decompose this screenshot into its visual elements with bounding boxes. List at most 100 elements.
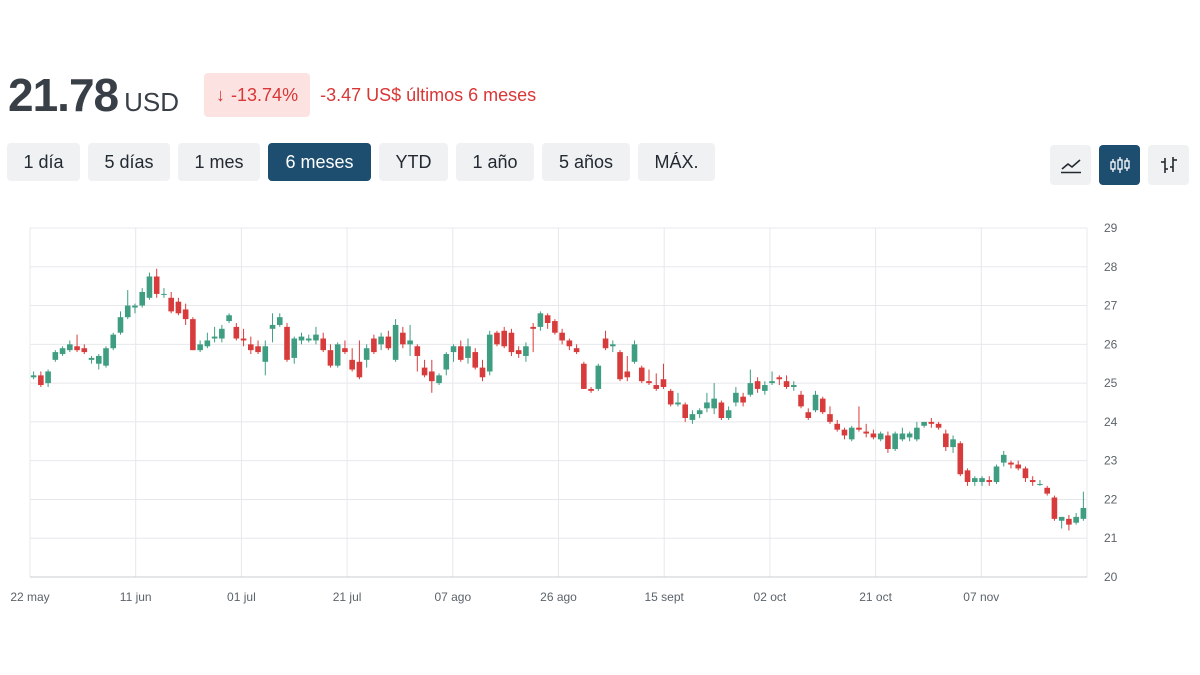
candle-body: [783, 381, 790, 387]
candle: [566, 338, 573, 351]
range-max-button[interactable]: MÁX.: [638, 143, 715, 181]
candle: [798, 390, 804, 409]
candle: [378, 332, 384, 351]
candle-body: [819, 398, 826, 413]
candle: [291, 336, 298, 364]
candle-body: [856, 427, 862, 430]
candle-body: [81, 348, 88, 353]
candle: [233, 323, 240, 341]
candle: [52, 350, 59, 362]
candle: [841, 427, 848, 440]
candle: [848, 425, 855, 442]
candle-body: [682, 404, 688, 419]
candle-body: [407, 340, 413, 345]
candle: [124, 290, 131, 320]
candle: [371, 334, 377, 355]
candle: [139, 288, 146, 308]
candle: [363, 344, 370, 368]
candle: [856, 406, 862, 432]
candle: [226, 313, 232, 324]
candle-body: [530, 326, 536, 329]
candle-body: [124, 305, 131, 318]
candle-body: [718, 402, 725, 419]
candle-body: [928, 421, 935, 424]
candle-body: [146, 276, 153, 298]
candle-body: [276, 317, 283, 325]
candle: [349, 348, 355, 372]
candle: [581, 361, 587, 389]
candle-body: [385, 336, 392, 349]
line-chart-button[interactable]: [1050, 145, 1091, 185]
ohlc-chart-button[interactable]: [1148, 145, 1189, 185]
candlestick-chart-icon: [1109, 157, 1130, 173]
candle: [696, 408, 703, 419]
candle-body: [88, 357, 95, 360]
candle-body: [667, 390, 674, 405]
candle-body: [957, 443, 964, 475]
candle-body: [762, 385, 768, 391]
candle: [834, 419, 841, 432]
candle-body: [211, 336, 218, 339]
range-1m-button[interactable]: 1 mes: [178, 143, 260, 181]
candle: [327, 344, 334, 368]
candle: [979, 476, 985, 486]
candle-body: [617, 352, 623, 380]
candle: [255, 340, 261, 355]
candle: [103, 346, 109, 368]
candle: [465, 338, 471, 364]
candle: [182, 303, 189, 325]
candle: [74, 334, 80, 353]
candle-body: [363, 348, 370, 360]
candle: [38, 371, 44, 387]
candle: [776, 375, 783, 386]
candle: [457, 340, 464, 362]
candle-body: [537, 313, 544, 327]
candle-body: [885, 435, 891, 450]
candle-body: [733, 392, 739, 403]
arrow-down-icon: ↓: [216, 84, 226, 105]
candle: [1000, 450, 1007, 467]
candle: [1058, 516, 1065, 529]
candle-body: [327, 350, 334, 366]
candle-body: [429, 371, 435, 382]
candle: [240, 328, 247, 347]
candle-body: [812, 394, 819, 411]
candle: [914, 421, 920, 442]
range-1y-button[interactable]: 1 año: [456, 143, 534, 181]
candle: [675, 392, 681, 407]
candle: [899, 427, 906, 442]
chart-grid: [29, 227, 1088, 578]
candle: [450, 344, 457, 362]
range-5y-button[interactable]: 5 años: [542, 143, 630, 181]
candle-body: [132, 305, 138, 308]
candle-body: [834, 423, 841, 430]
candle-body: [754, 381, 761, 389]
candle: [1051, 495, 1058, 521]
candlestick-chart-button[interactable]: [1099, 145, 1140, 185]
candle-body: [262, 346, 269, 362]
range-5d-button[interactable]: 5 días: [88, 143, 170, 181]
candle-body: [588, 388, 594, 391]
candle-body: [827, 414, 833, 422]
candle: [204, 332, 211, 349]
candle: [827, 406, 833, 424]
range-1d-button[interactable]: 1 día: [7, 143, 80, 181]
candle: [313, 326, 319, 345]
candle-body: [38, 375, 44, 386]
candle: [530, 323, 536, 353]
candle-body: [515, 350, 522, 355]
candle: [494, 330, 500, 347]
candle: [161, 288, 167, 298]
candle-body: [769, 381, 775, 384]
range-6m-button[interactable]: 6 meses: [268, 143, 371, 181]
candle-body: [559, 332, 565, 341]
range-ytd-button[interactable]: YTD: [379, 143, 448, 181]
chart-candles: [30, 268, 1087, 531]
candle-body: [935, 423, 942, 428]
candle: [486, 330, 493, 376]
candle: [298, 332, 305, 345]
y-tick-label: 26: [1104, 337, 1118, 351]
candle: [1008, 460, 1014, 469]
candle-body: [602, 338, 609, 349]
candle-body: [30, 375, 37, 378]
